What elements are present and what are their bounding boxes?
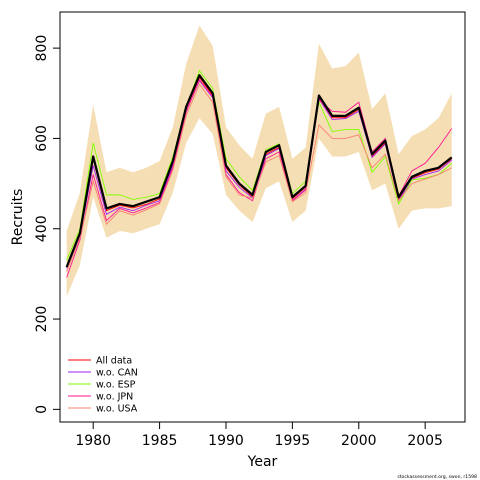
legend-label: w.o. CAN (96, 368, 138, 379)
y-axis-title: Recruits (10, 189, 26, 246)
legend-label: w.o. ESP (96, 380, 136, 391)
x-axis: 1980 1985 1990 1995 2000 2005 (75, 422, 443, 449)
x-axis-title: Year (247, 454, 278, 470)
legend-label: All data (96, 356, 132, 367)
x-tick-label: 1985 (142, 433, 178, 449)
x-tick-label: 1990 (208, 433, 244, 449)
credit-text: stockassessment.org, swon, r1598 (397, 474, 477, 480)
confidence-band (66, 25, 452, 297)
legend-label: w.o. USA (96, 404, 138, 415)
main-estimate-line (65, 74, 453, 268)
series-line-w-o-usa (66, 83, 452, 272)
x-tick-label: 1980 (75, 433, 111, 449)
x-tick-label: 2000 (341, 433, 377, 449)
legend-label: w.o. JPN (96, 392, 133, 403)
x-tick-label: 1995 (275, 433, 311, 449)
y-tick-label: 400 (34, 215, 50, 242)
y-axis: 0 200 400 600 800 (34, 35, 60, 414)
y-tick-label: 800 (34, 35, 50, 62)
x-tick-label: 2005 (407, 433, 443, 449)
plot-frame (59, 11, 466, 423)
main-estimate-layer (65, 74, 453, 268)
y-tick-label: 0 (34, 405, 50, 414)
y-tick-label: 200 (34, 306, 50, 333)
y-tick-label: 600 (34, 125, 50, 152)
confidence-band-layer (66, 25, 452, 297)
